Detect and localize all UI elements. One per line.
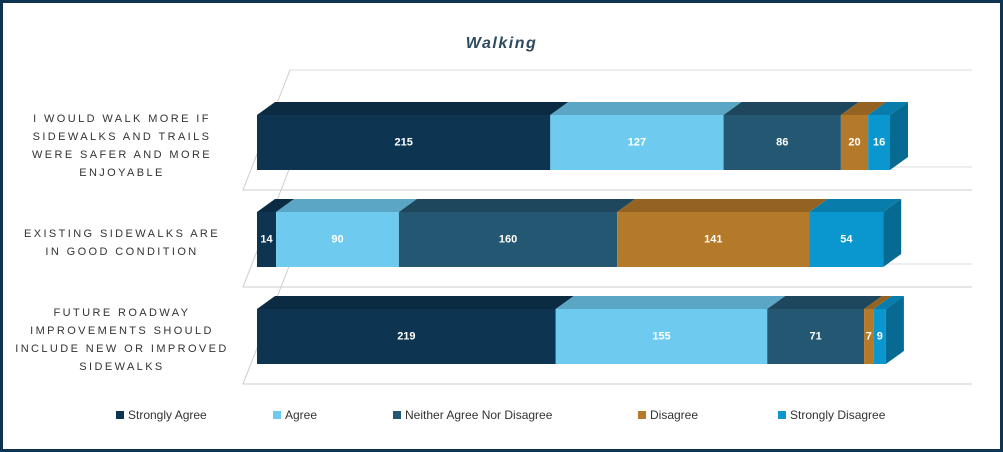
bar-top	[276, 199, 417, 212]
bar	[555, 309, 768, 364]
bar	[864, 309, 874, 364]
value-label: 7	[866, 330, 872, 342]
legend-label: Strongly Disagree	[790, 408, 886, 422]
value-label: 71	[810, 330, 822, 342]
bar-top	[550, 102, 742, 115]
bar	[809, 212, 884, 267]
bar	[868, 115, 890, 170]
bar	[840, 115, 869, 170]
legend-label: Neither Agree Nor Disagree	[405, 408, 553, 422]
bar-top	[555, 296, 786, 309]
legend-marker	[116, 411, 124, 419]
bar-top	[257, 102, 569, 115]
value-label: 219	[397, 330, 415, 342]
bar-top	[840, 102, 887, 115]
legend-label: Agree	[285, 408, 317, 422]
value-label: 155	[652, 330, 670, 342]
value-label: 215	[394, 136, 412, 148]
chart-title: Walking	[465, 35, 538, 52]
bar-side	[885, 296, 904, 364]
value-label: 127	[628, 136, 646, 148]
value-label: 160	[499, 233, 517, 245]
bar-top	[873, 296, 904, 309]
bar-top	[257, 199, 295, 212]
value-label: 54	[840, 233, 853, 245]
bar-top	[398, 199, 636, 212]
value-label: 90	[331, 233, 343, 245]
value-label: 86	[776, 136, 788, 148]
legend-marker	[778, 411, 786, 419]
bar-top	[767, 296, 883, 309]
bar	[767, 309, 865, 364]
plot: 215 127 86 20 16 14 90 160 141 54 219 155 71 7 9 Strong…	[116, 69, 972, 422]
bar-top	[257, 296, 574, 309]
value-label: 16	[873, 136, 885, 148]
bar	[398, 212, 618, 267]
bar-top	[864, 296, 892, 309]
value-label: 20	[848, 136, 860, 148]
category-label: I WOULD WALK MORE IF SIDEWALKS AND TRAIL…	[31, 112, 213, 179]
legend-marker	[638, 411, 646, 419]
bar	[257, 115, 551, 170]
bar-side	[883, 199, 902, 267]
bar	[550, 115, 724, 170]
value-label: 9	[877, 330, 883, 342]
category-label: EXISTING SIDEWALKS ARE IN GOOD CONDITION	[23, 227, 221, 258]
legend-marker	[393, 411, 401, 419]
value-label: 141	[704, 233, 722, 245]
bar	[276, 212, 399, 267]
bar	[723, 115, 841, 170]
bar-top	[723, 102, 859, 115]
bar	[873, 309, 886, 364]
legend-marker	[273, 411, 281, 419]
bar-top	[617, 199, 828, 212]
bar	[257, 309, 556, 364]
bar-top	[809, 199, 902, 212]
value-label: 14	[260, 233, 273, 245]
bar-top	[868, 102, 908, 115]
legend-label: Strongly Agree	[128, 408, 207, 422]
category-label: FUTURE ROADWAY IMPROVEMENTS SHOULD INCLU…	[15, 306, 229, 373]
bar-side	[890, 102, 908, 170]
bar	[617, 212, 810, 267]
legend-label: Disagree	[650, 408, 698, 422]
bar	[257, 212, 277, 267]
